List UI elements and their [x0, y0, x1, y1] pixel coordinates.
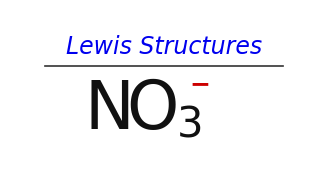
Text: −: − [189, 72, 211, 96]
Text: N: N [84, 77, 134, 143]
Text: 3: 3 [177, 105, 203, 147]
Text: O: O [127, 77, 179, 143]
Text: Lewis Structures: Lewis Structures [66, 35, 262, 58]
